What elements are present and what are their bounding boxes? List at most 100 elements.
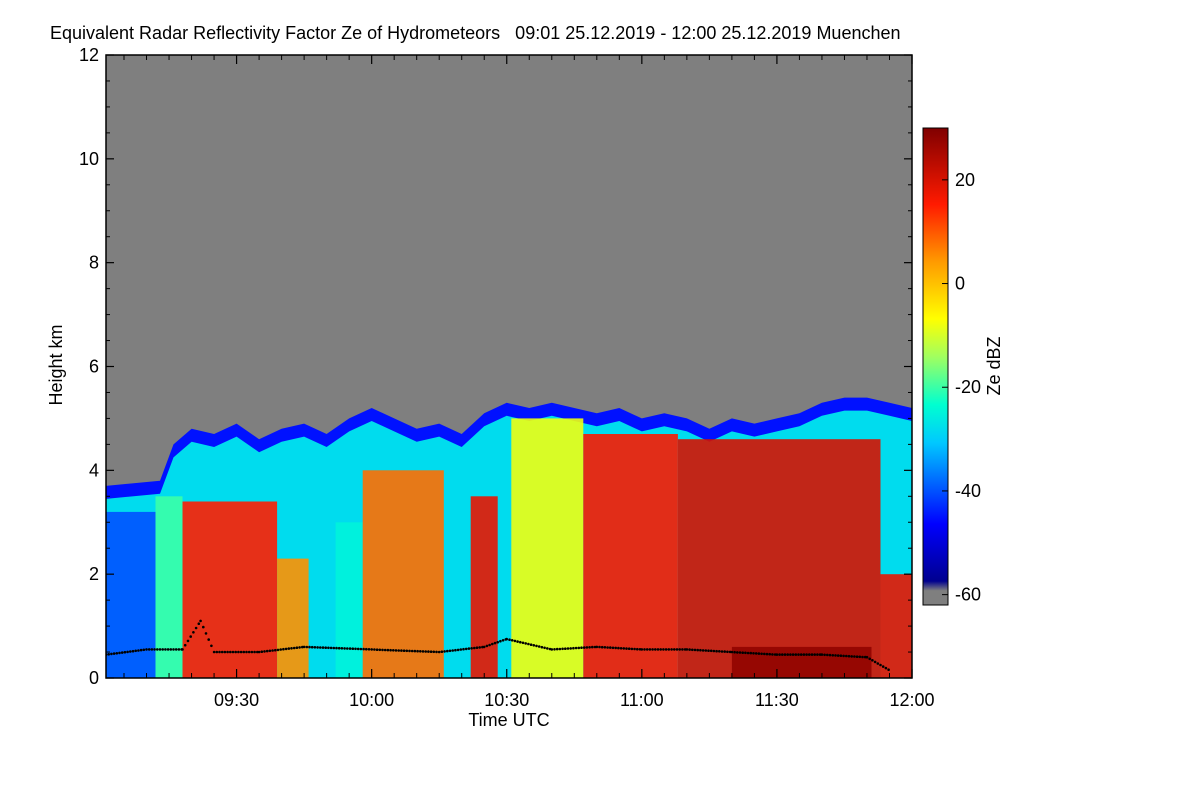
cloud-base-point	[704, 649, 708, 652]
cloud-base-point	[884, 666, 888, 670]
cloud-base-point	[513, 639, 517, 643]
cloud-base-point	[749, 651, 753, 655]
reflectivity-region	[155, 496, 183, 678]
cloud-base-point	[223, 650, 227, 654]
cloud-base-point	[820, 653, 824, 656]
cloud-base-point	[546, 647, 549, 650]
cloud-base-point	[499, 639, 502, 643]
cloud-base-point	[150, 648, 154, 651]
cloud-base-point	[633, 647, 636, 651]
cloud-base-point	[424, 650, 428, 653]
cloud-base-point	[588, 646, 591, 649]
cloud-base-point	[574, 646, 578, 650]
cloud-base-point	[451, 649, 455, 652]
cloud-base-point	[664, 648, 668, 651]
cloud-base-point	[292, 646, 296, 650]
y-tick-label: 0	[89, 668, 99, 688]
cloud-base-point	[335, 646, 338, 650]
colorbar-tick-label: -40	[955, 481, 981, 501]
cloud-base-point	[402, 649, 406, 652]
cloud-base-point	[295, 646, 299, 649]
cloud-base-point	[550, 648, 554, 651]
cloud-base-point	[828, 653, 832, 657]
cloud-base-point	[416, 649, 419, 653]
cloud-base-point	[564, 647, 567, 650]
cloud-base-point	[600, 645, 604, 649]
cloud-base-point	[701, 649, 705, 652]
cloud-base-point	[595, 645, 599, 649]
cloud-base-point	[491, 642, 494, 646]
cloud-base-point	[510, 639, 514, 642]
cloud-base-point	[365, 647, 368, 651]
cloud-base-point	[459, 648, 463, 651]
cloud-base-point	[305, 645, 309, 649]
cloud-base-point	[265, 649, 269, 653]
cloud-base-point	[164, 648, 167, 651]
cloud-base-point	[808, 653, 811, 656]
cloud-base-point	[172, 648, 175, 651]
cloud-base-point	[375, 648, 379, 651]
cloud-base-point	[437, 650, 441, 654]
cloud-base-point	[656, 648, 660, 651]
cloud-base-point	[667, 648, 671, 651]
cloud-base-point	[194, 626, 198, 630]
cloud-base-point	[370, 648, 374, 651]
x-axis: 09:30 10:00 10:30 11:00 11:30 12:00	[123, 55, 935, 710]
cloud-base-point	[126, 650, 129, 654]
cloud-base-point	[580, 646, 583, 649]
cloud-base-point	[327, 646, 330, 650]
cloud-base-point	[519, 640, 522, 644]
cloud-base-point	[836, 654, 840, 657]
cloud-base-point	[741, 651, 744, 654]
cloud-base-point	[529, 643, 533, 646]
cloud-base-point	[537, 645, 541, 648]
plot-area	[105, 54, 913, 679]
cloud-base-point	[153, 648, 156, 651]
cloud-base-point	[118, 651, 121, 655]
cloud-base-point	[454, 648, 457, 652]
cloud-base-point	[397, 649, 401, 652]
cloud-base-point	[229, 650, 232, 654]
y-tick-label: 8	[89, 253, 99, 273]
cloud-base-point	[239, 650, 243, 654]
colorbar-tick-label: 20	[955, 170, 975, 190]
cloud-base-point	[183, 643, 187, 647]
cloud-base-point	[617, 646, 620, 650]
cloud-base-point	[386, 648, 390, 652]
cloud-base-point	[443, 650, 446, 653]
cloud-base-point	[432, 650, 436, 654]
cloud-base-point	[332, 646, 336, 650]
cloud-base-point	[356, 647, 360, 651]
cloud-base-point	[421, 650, 425, 653]
reflectivity-region	[731, 646, 872, 678]
cloud-base-point	[237, 650, 240, 654]
cloud-base-point	[834, 654, 837, 657]
colorbar-label: Ze dBZ	[984, 336, 1004, 395]
cloud-base-point	[478, 646, 482, 649]
cloud-base-point	[791, 653, 795, 656]
cloud-base-point	[199, 619, 202, 623]
cloud-base-point	[260, 650, 264, 653]
x-axis-label: Time UTC	[468, 710, 549, 730]
cloud-base-point	[524, 642, 527, 645]
cloud-base-point	[456, 648, 460, 652]
cloud-base-point	[611, 646, 615, 650]
cloud-base-point	[319, 646, 322, 649]
cloud-base-point	[383, 648, 387, 652]
cloud-base-point	[881, 665, 885, 668]
cloud-base-point	[723, 650, 726, 653]
cloud-base-point	[561, 647, 564, 651]
cloud-base-point	[540, 645, 544, 649]
cloud-base-point	[473, 646, 476, 650]
x-tick-label: 09:30	[214, 690, 259, 710]
cloud-base-point	[598, 645, 601, 649]
cloud-base-point	[640, 648, 644, 651]
cloud-base-point	[675, 648, 679, 651]
reflectivity-region	[677, 439, 881, 678]
cloud-base-point	[693, 648, 697, 652]
cloud-base-point	[362, 647, 365, 651]
cloud-base-point	[569, 647, 572, 650]
x-tick-label: 11:00	[620, 690, 664, 710]
cloud-base-point	[683, 648, 687, 651]
cloud-base-point	[765, 652, 769, 656]
